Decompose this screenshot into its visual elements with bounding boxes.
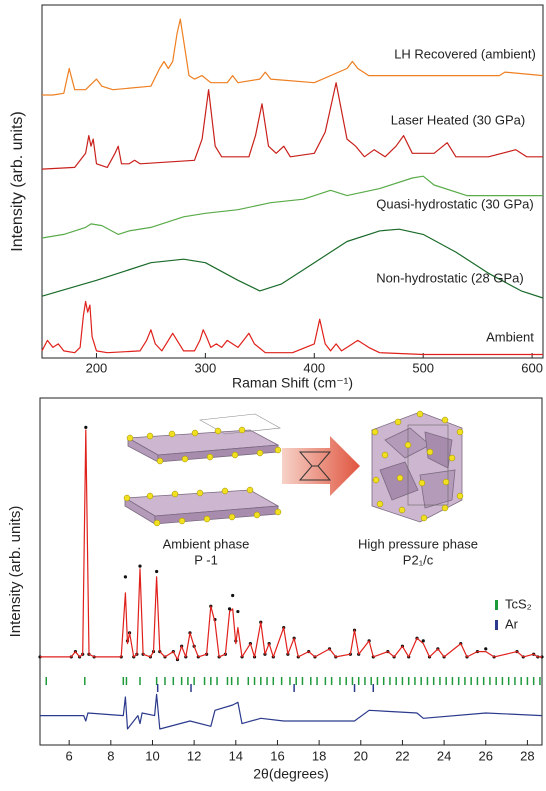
legend-swatch	[495, 620, 498, 630]
y-axis-label: Intensity (arb. units)	[7, 506, 24, 638]
x-tick-label: 600	[521, 360, 543, 375]
observed-point	[484, 647, 488, 651]
x-tick-label: 300	[195, 360, 217, 375]
ambient-structure-image	[123, 413, 282, 527]
observed-point	[227, 607, 232, 611]
series-label: Non-hydrostatic (28 GPa)	[376, 270, 523, 285]
series-line	[42, 18, 544, 96]
x-tick-label: 8	[107, 748, 114, 763]
annotation: High pressure phase	[358, 536, 478, 551]
observed-point	[84, 425, 88, 429]
x-tick-label: 6	[66, 748, 73, 763]
series-line	[41, 300, 543, 356]
observed-point	[421, 639, 425, 643]
series-line	[41, 228, 544, 299]
x-axis-label: Raman Shift (cm⁻¹)	[232, 375, 353, 391]
series-label: Laser Heated (30 GPa)	[391, 112, 525, 127]
x-tick-label: 22	[395, 748, 409, 763]
x-tick-label: 26	[479, 748, 493, 763]
observed-point	[138, 564, 142, 568]
observed-point	[123, 575, 128, 579]
plot-frame	[39, 397, 543, 746]
x-tick-label: 18	[312, 748, 326, 763]
y-axis-label: Intensity (arb. units)	[9, 111, 26, 252]
x-tick-label: 14	[229, 748, 243, 763]
pressure-arrow	[282, 436, 360, 496]
x-axis-label: 2θ(degrees)	[253, 766, 329, 782]
series-line	[40, 693, 543, 730]
legend-label: Ar	[505, 616, 519, 631]
plot-frame	[41, 4, 544, 359]
annotation: P2₁/c	[403, 552, 434, 567]
x-tick-label: 12	[187, 748, 201, 763]
x-tick-label: 500	[412, 360, 434, 375]
series-label: Quasi-hydrostatic (30 GPa)	[376, 196, 534, 211]
x-tick-label: 20	[354, 748, 368, 763]
annotation: Ambient phase	[163, 536, 250, 551]
observed-point	[155, 569, 159, 574]
x-tick-label: 24	[437, 748, 451, 763]
x-tick-label: 16	[270, 748, 284, 763]
observed-point	[231, 593, 235, 598]
series-label: LH Recovered (ambient)	[394, 46, 536, 61]
high-pressure-structure-image	[371, 410, 464, 523]
observed-point	[236, 609, 240, 614]
x-tick-label: 28	[520, 748, 534, 763]
x-tick-label: 200	[86, 360, 108, 375]
annotation: P -1	[194, 552, 218, 567]
series-line	[41, 82, 543, 170]
series-label: Ambient	[486, 329, 534, 344]
legend-swatch	[495, 600, 498, 610]
x-tick-label: 400	[303, 360, 325, 375]
x-tick-label: 10	[145, 748, 159, 763]
series-line	[41, 175, 543, 239]
series-line	[40, 429, 542, 661]
legend-label: TcS₂	[505, 596, 532, 611]
